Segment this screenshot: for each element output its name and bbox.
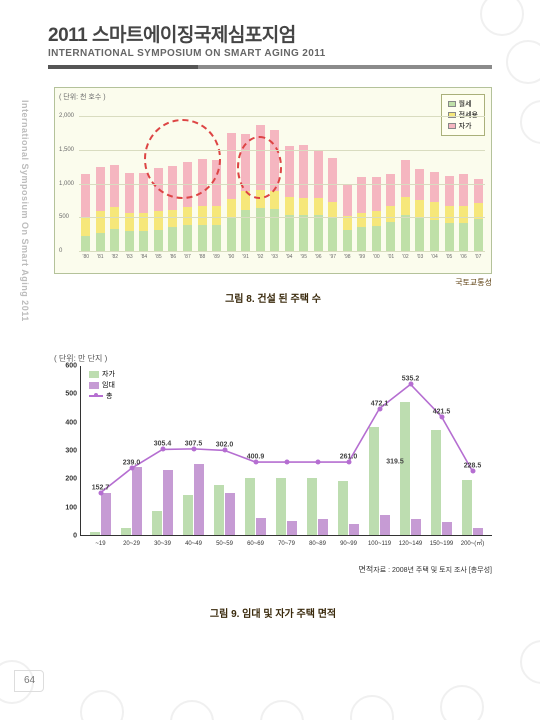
chart1-source: 국토교통성	[54, 277, 492, 288]
legend-swatch	[448, 101, 456, 107]
title-korean: 2011 스마트에이징국제심포지엄	[48, 20, 540, 47]
page: 2011 스마트에이징국제심포지엄 INTERNATIONAL SYMPOSIU…	[0, 0, 540, 720]
title-english: INTERNATIONAL SYMPOSIUM ON SMART AGING 2…	[48, 48, 540, 59]
chart2-xaxis-title: 면적	[359, 564, 374, 575]
chart2-line	[81, 366, 381, 516]
chart1-caption: 그림 8. 건설 된 주택 수	[54, 290, 492, 305]
chart-housing-construction: ( 단위: 천 호수 ) 월세 전세용 자가 05001,0001,5002,0…	[54, 87, 492, 274]
chart2-caption: 그림 9. 임대 및 자가 주택 면적	[54, 605, 492, 620]
page-side-label: International Symposium On Smart Aging 2…	[20, 100, 30, 322]
page-number: 64	[24, 675, 35, 686]
legend-label: 월세	[459, 99, 472, 109]
page-header: 2011 스마트에이징국제심포지엄 INTERNATIONAL SYMPOSIU…	[0, 0, 540, 59]
chart2-source: 자료 : 2008년 주택 및 토지 조사 [총무성]	[373, 565, 492, 575]
chart1-unit: ( 단위: 천 호수 )	[59, 92, 487, 102]
chart-housing-area: ( 단위: 만 단지 ) 자가 임대 총 0100200300400500600…	[54, 353, 492, 575]
chart2-unit: ( 단위: 만 단지 )	[54, 353, 492, 364]
content: ( 단위: 천 호수 ) 월세 전세용 자가 05001,0001,5002,0…	[0, 69, 540, 620]
